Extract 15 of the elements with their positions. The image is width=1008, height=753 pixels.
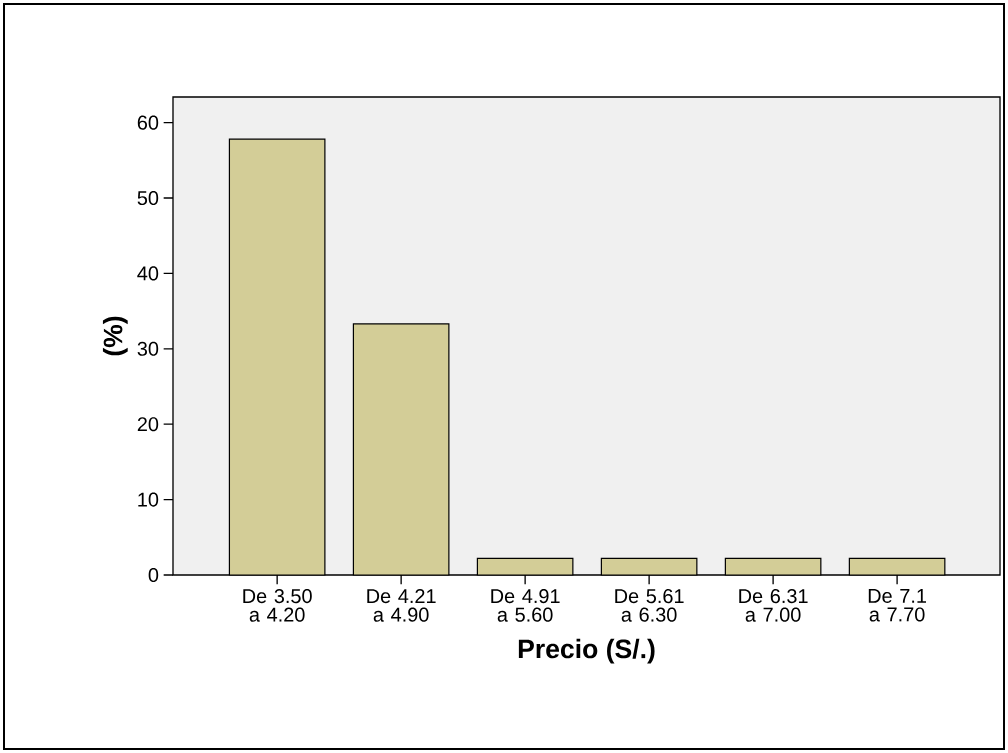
y-tick-label: 40 bbox=[137, 266, 159, 281]
x-tick-label: De 4.21 a 4.90 bbox=[367, 589, 436, 622]
x-tick-label: De 7.1 a 7.70 bbox=[868, 589, 927, 622]
x-tick-label: De 6.31 a 7.00 bbox=[739, 589, 808, 622]
x-tick-label: De 5.61 a 6.30 bbox=[615, 589, 684, 622]
x-axis-title: Precio (S/.) bbox=[518, 638, 655, 664]
y-tick-label: 10 bbox=[138, 492, 159, 507]
y-tick-label: 30 bbox=[137, 341, 159, 356]
y-tick-label: 20 bbox=[137, 417, 159, 432]
x-tick-label: De 3.50 a 4.20 bbox=[243, 589, 312, 622]
x-tick-label: De 4.91 a 5.60 bbox=[491, 589, 560, 622]
y-tick-label: 60 bbox=[137, 115, 159, 130]
y-tick-label: 50 bbox=[137, 190, 159, 206]
y-tick-label: 0 bbox=[148, 567, 159, 583]
y-axis-title: (%) bbox=[102, 316, 128, 356]
